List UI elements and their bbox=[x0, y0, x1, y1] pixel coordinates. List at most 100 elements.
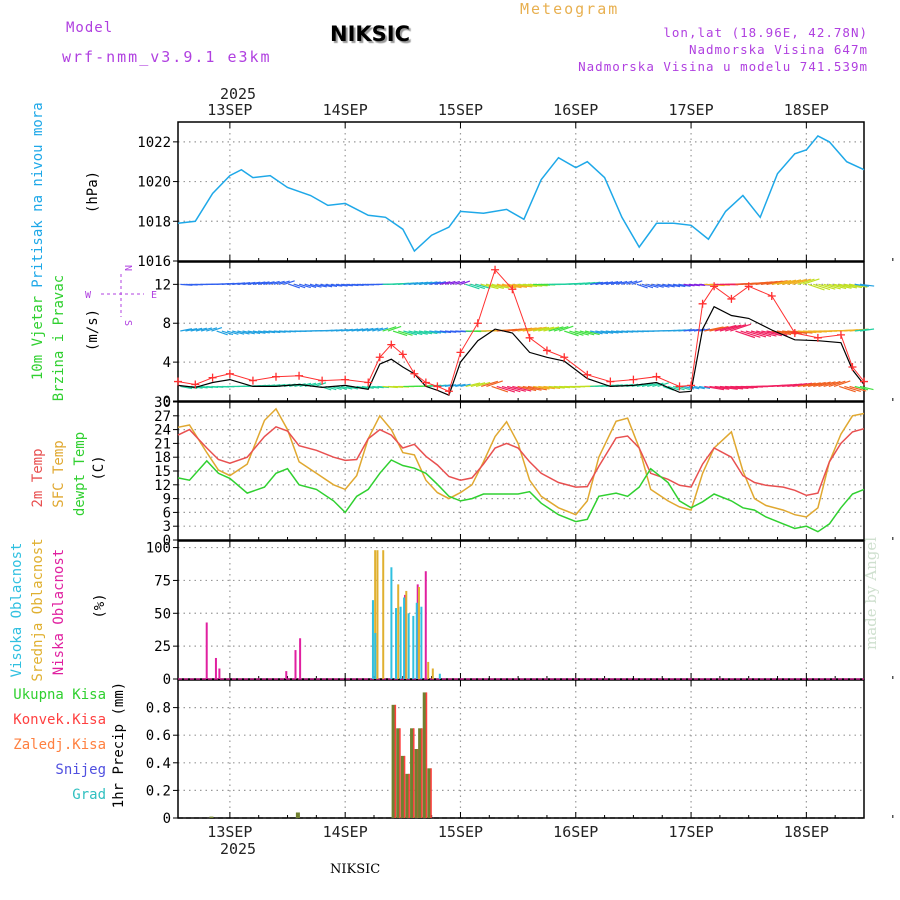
wind-barb bbox=[854, 385, 869, 391]
wind-barb bbox=[652, 283, 664, 288]
wind-barb bbox=[626, 280, 638, 285]
top-date-label: 14SEP bbox=[323, 101, 368, 119]
low-cloud-bar bbox=[424, 571, 427, 679]
low-cloud-bar bbox=[285, 671, 288, 679]
wind-barb bbox=[657, 283, 670, 288]
wind-barb bbox=[429, 281, 441, 285]
wind-barb bbox=[190, 327, 203, 332]
y-tick-label: 15 bbox=[154, 464, 171, 480]
panel-clouds: 0 25 50 75 100 bbox=[146, 540, 894, 688]
panels: 1016101810201022048120369121518212427300… bbox=[137, 121, 894, 827]
wind-barb bbox=[315, 382, 327, 387]
conv-precip-bar bbox=[399, 728, 401, 818]
wind-barb bbox=[652, 382, 664, 387]
compass-south: S bbox=[122, 320, 133, 326]
gust-marker bbox=[225, 369, 234, 378]
precip-bar bbox=[391, 704, 396, 818]
y-tick-label: 27 bbox=[154, 409, 171, 425]
wind-barb bbox=[512, 283, 533, 288]
wind-barb bbox=[844, 385, 861, 392]
wind-barb bbox=[252, 281, 266, 285]
wind-barb bbox=[527, 385, 547, 391]
wind-barb bbox=[782, 279, 802, 285]
temperature-series bbox=[177, 407, 865, 533]
low-cloud-label: Niska Oblacnost bbox=[51, 549, 67, 675]
wind-barb bbox=[522, 385, 542, 391]
wind-barb bbox=[735, 330, 756, 339]
wind-barb bbox=[403, 330, 418, 336]
wind-barb bbox=[237, 330, 250, 335]
low-cloud-bar bbox=[294, 650, 297, 679]
bottom-date-ticks: 13SEP 14SEP 15SEP 16SEP 17SEP 18SEP bbox=[207, 823, 829, 841]
gust-marker bbox=[687, 381, 696, 390]
wind-barb bbox=[558, 325, 574, 332]
wind-barb bbox=[667, 283, 681, 288]
gust-marker bbox=[698, 299, 707, 308]
mid-cloud-bar bbox=[382, 550, 385, 679]
wind-barb bbox=[247, 281, 261, 285]
elevation-info: Nadmorska Visina 647m bbox=[688, 42, 868, 57]
mid-cloud-bar bbox=[427, 661, 430, 679]
panel-frame bbox=[177, 679, 865, 819]
pressure-line bbox=[177, 134, 865, 253]
wind-barb bbox=[828, 283, 847, 290]
wind-barb bbox=[486, 283, 504, 289]
wind-barb bbox=[356, 328, 369, 332]
wind-barb bbox=[590, 281, 604, 285]
wind-barb bbox=[724, 324, 747, 332]
wind-barb bbox=[325, 283, 338, 288]
high-cloud-bar bbox=[395, 608, 398, 679]
wind-barb bbox=[750, 330, 772, 337]
high-cloud-bar bbox=[371, 600, 374, 679]
wind-barb bbox=[180, 328, 193, 332]
wind-barb bbox=[543, 326, 560, 332]
mid-cloud-bar bbox=[397, 584, 400, 679]
wind-barb bbox=[335, 385, 348, 390]
wind-series bbox=[174, 265, 875, 397]
y-tick-label: 21 bbox=[154, 436, 171, 452]
wind-barb bbox=[439, 281, 451, 285]
high-cloud-label: Visoka Oblacnost bbox=[9, 543, 25, 678]
wind-barb bbox=[439, 384, 452, 388]
wind-barb bbox=[807, 381, 826, 388]
wind-barb bbox=[507, 385, 526, 392]
wind-barb bbox=[455, 383, 466, 388]
wind-barb bbox=[787, 278, 807, 285]
bottom-date-label: 16SEP bbox=[553, 823, 598, 841]
wind-barb bbox=[678, 283, 691, 287]
bottom-date-label: 14SEP bbox=[323, 823, 368, 841]
wind-barb bbox=[730, 323, 752, 332]
wind-barb bbox=[346, 328, 359, 332]
temp-units: (C) bbox=[91, 455, 107, 480]
top-date-label: 17SEP bbox=[668, 101, 713, 119]
wind-barb bbox=[507, 283, 528, 288]
wind-barb bbox=[216, 330, 228, 336]
wind-barb bbox=[564, 330, 579, 337]
wind-barb bbox=[304, 283, 317, 288]
wind-barb bbox=[854, 283, 869, 287]
wind-barb bbox=[289, 283, 300, 289]
y-tick-label: 24 bbox=[154, 423, 171, 439]
chart-title: Meteogram bbox=[520, 0, 620, 18]
wind-barb bbox=[465, 382, 481, 388]
wind-barb bbox=[756, 330, 777, 337]
gust-marker bbox=[790, 328, 799, 337]
watermark: made by Angel bbox=[862, 536, 880, 650]
high-cloud-bar bbox=[374, 633, 377, 679]
mid-cloud-label: Srednja Oblacnost bbox=[30, 538, 46, 681]
y-tick-label: 6 bbox=[163, 505, 171, 521]
wind-barb bbox=[714, 385, 738, 390]
conv-precip-bar bbox=[408, 773, 410, 818]
conv-precip-bar bbox=[403, 755, 406, 818]
wind-barb bbox=[532, 326, 550, 332]
y-tick-label: 75 bbox=[154, 573, 171, 589]
wind-barb bbox=[792, 382, 813, 388]
wind-barb bbox=[688, 328, 700, 332]
y-tick-label: 50 bbox=[154, 606, 171, 622]
wind-barb bbox=[699, 328, 711, 332]
wind-barb bbox=[206, 327, 218, 332]
y-tick-label: 3 bbox=[163, 519, 171, 535]
wind-gust-line bbox=[177, 268, 865, 392]
bottom-date-label: 13SEP bbox=[207, 823, 252, 841]
